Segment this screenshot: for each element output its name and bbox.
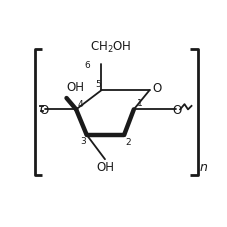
Text: 2: 2 [125, 138, 131, 147]
Text: O: O [172, 104, 181, 117]
Text: 6: 6 [84, 61, 90, 70]
Text: OH: OH [96, 161, 114, 174]
Text: 4: 4 [78, 99, 84, 109]
Text: n: n [199, 161, 207, 174]
Text: OH: OH [66, 81, 84, 94]
Text: 1: 1 [137, 99, 143, 108]
Text: CH$_2$OH: CH$_2$OH [90, 40, 132, 55]
Text: O: O [153, 82, 162, 95]
Text: 5: 5 [95, 80, 101, 89]
Text: O: O [39, 104, 48, 117]
Text: 3: 3 [80, 137, 86, 146]
